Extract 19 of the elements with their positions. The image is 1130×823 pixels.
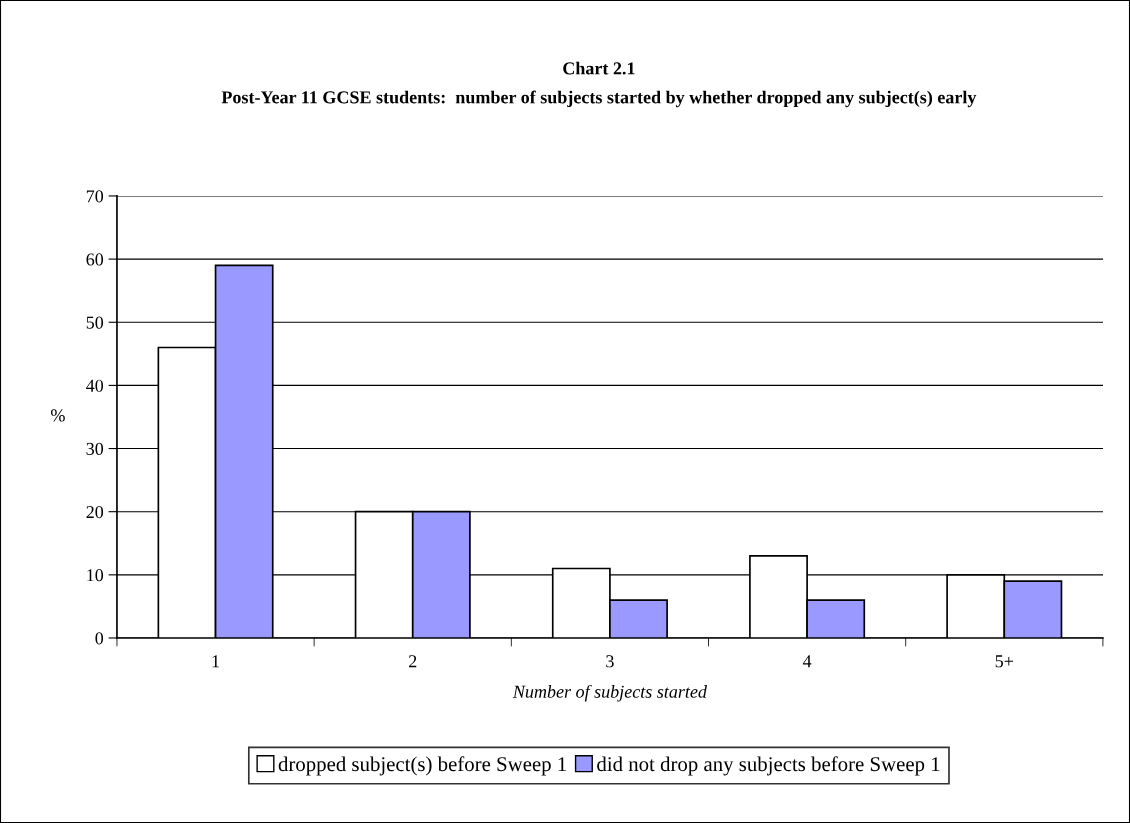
y-tick-label: 30 <box>86 442 104 455</box>
y-tick-label: 60 <box>86 253 104 266</box>
x-tick-label: 4 <box>802 655 812 668</box>
y-tick-label: 0 <box>95 632 104 645</box>
x-axis-title: Number of subjects started <box>512 684 707 702</box>
chart-subtitle: Post-Year 11 GCSE students: number of subjects started by whether dropped any subject(s) early <box>221 90 977 108</box>
x-tick-label: 5+ <box>995 655 1014 668</box>
x-tick-label: 1 <box>212 655 219 668</box>
y-tick-label: 20 <box>86 505 104 519</box>
y-tick-label: 10 <box>87 569 104 582</box>
y-tick-label: 40 <box>86 379 104 392</box>
x-tick-label: 2 <box>409 655 417 668</box>
chart-title: Chart 2.1 <box>563 61 635 75</box>
legend-label: did not drop any subjects before Sweep 1 <box>597 756 940 776</box>
y-axis-title: % <box>51 409 65 422</box>
y-tick-label: 50 <box>86 316 104 329</box>
y-tick-label: 70 <box>86 190 104 203</box>
legend-label: dropped subject(s) before Sweep 1 <box>278 756 566 776</box>
x-tick-label: 3 <box>606 655 614 668</box>
